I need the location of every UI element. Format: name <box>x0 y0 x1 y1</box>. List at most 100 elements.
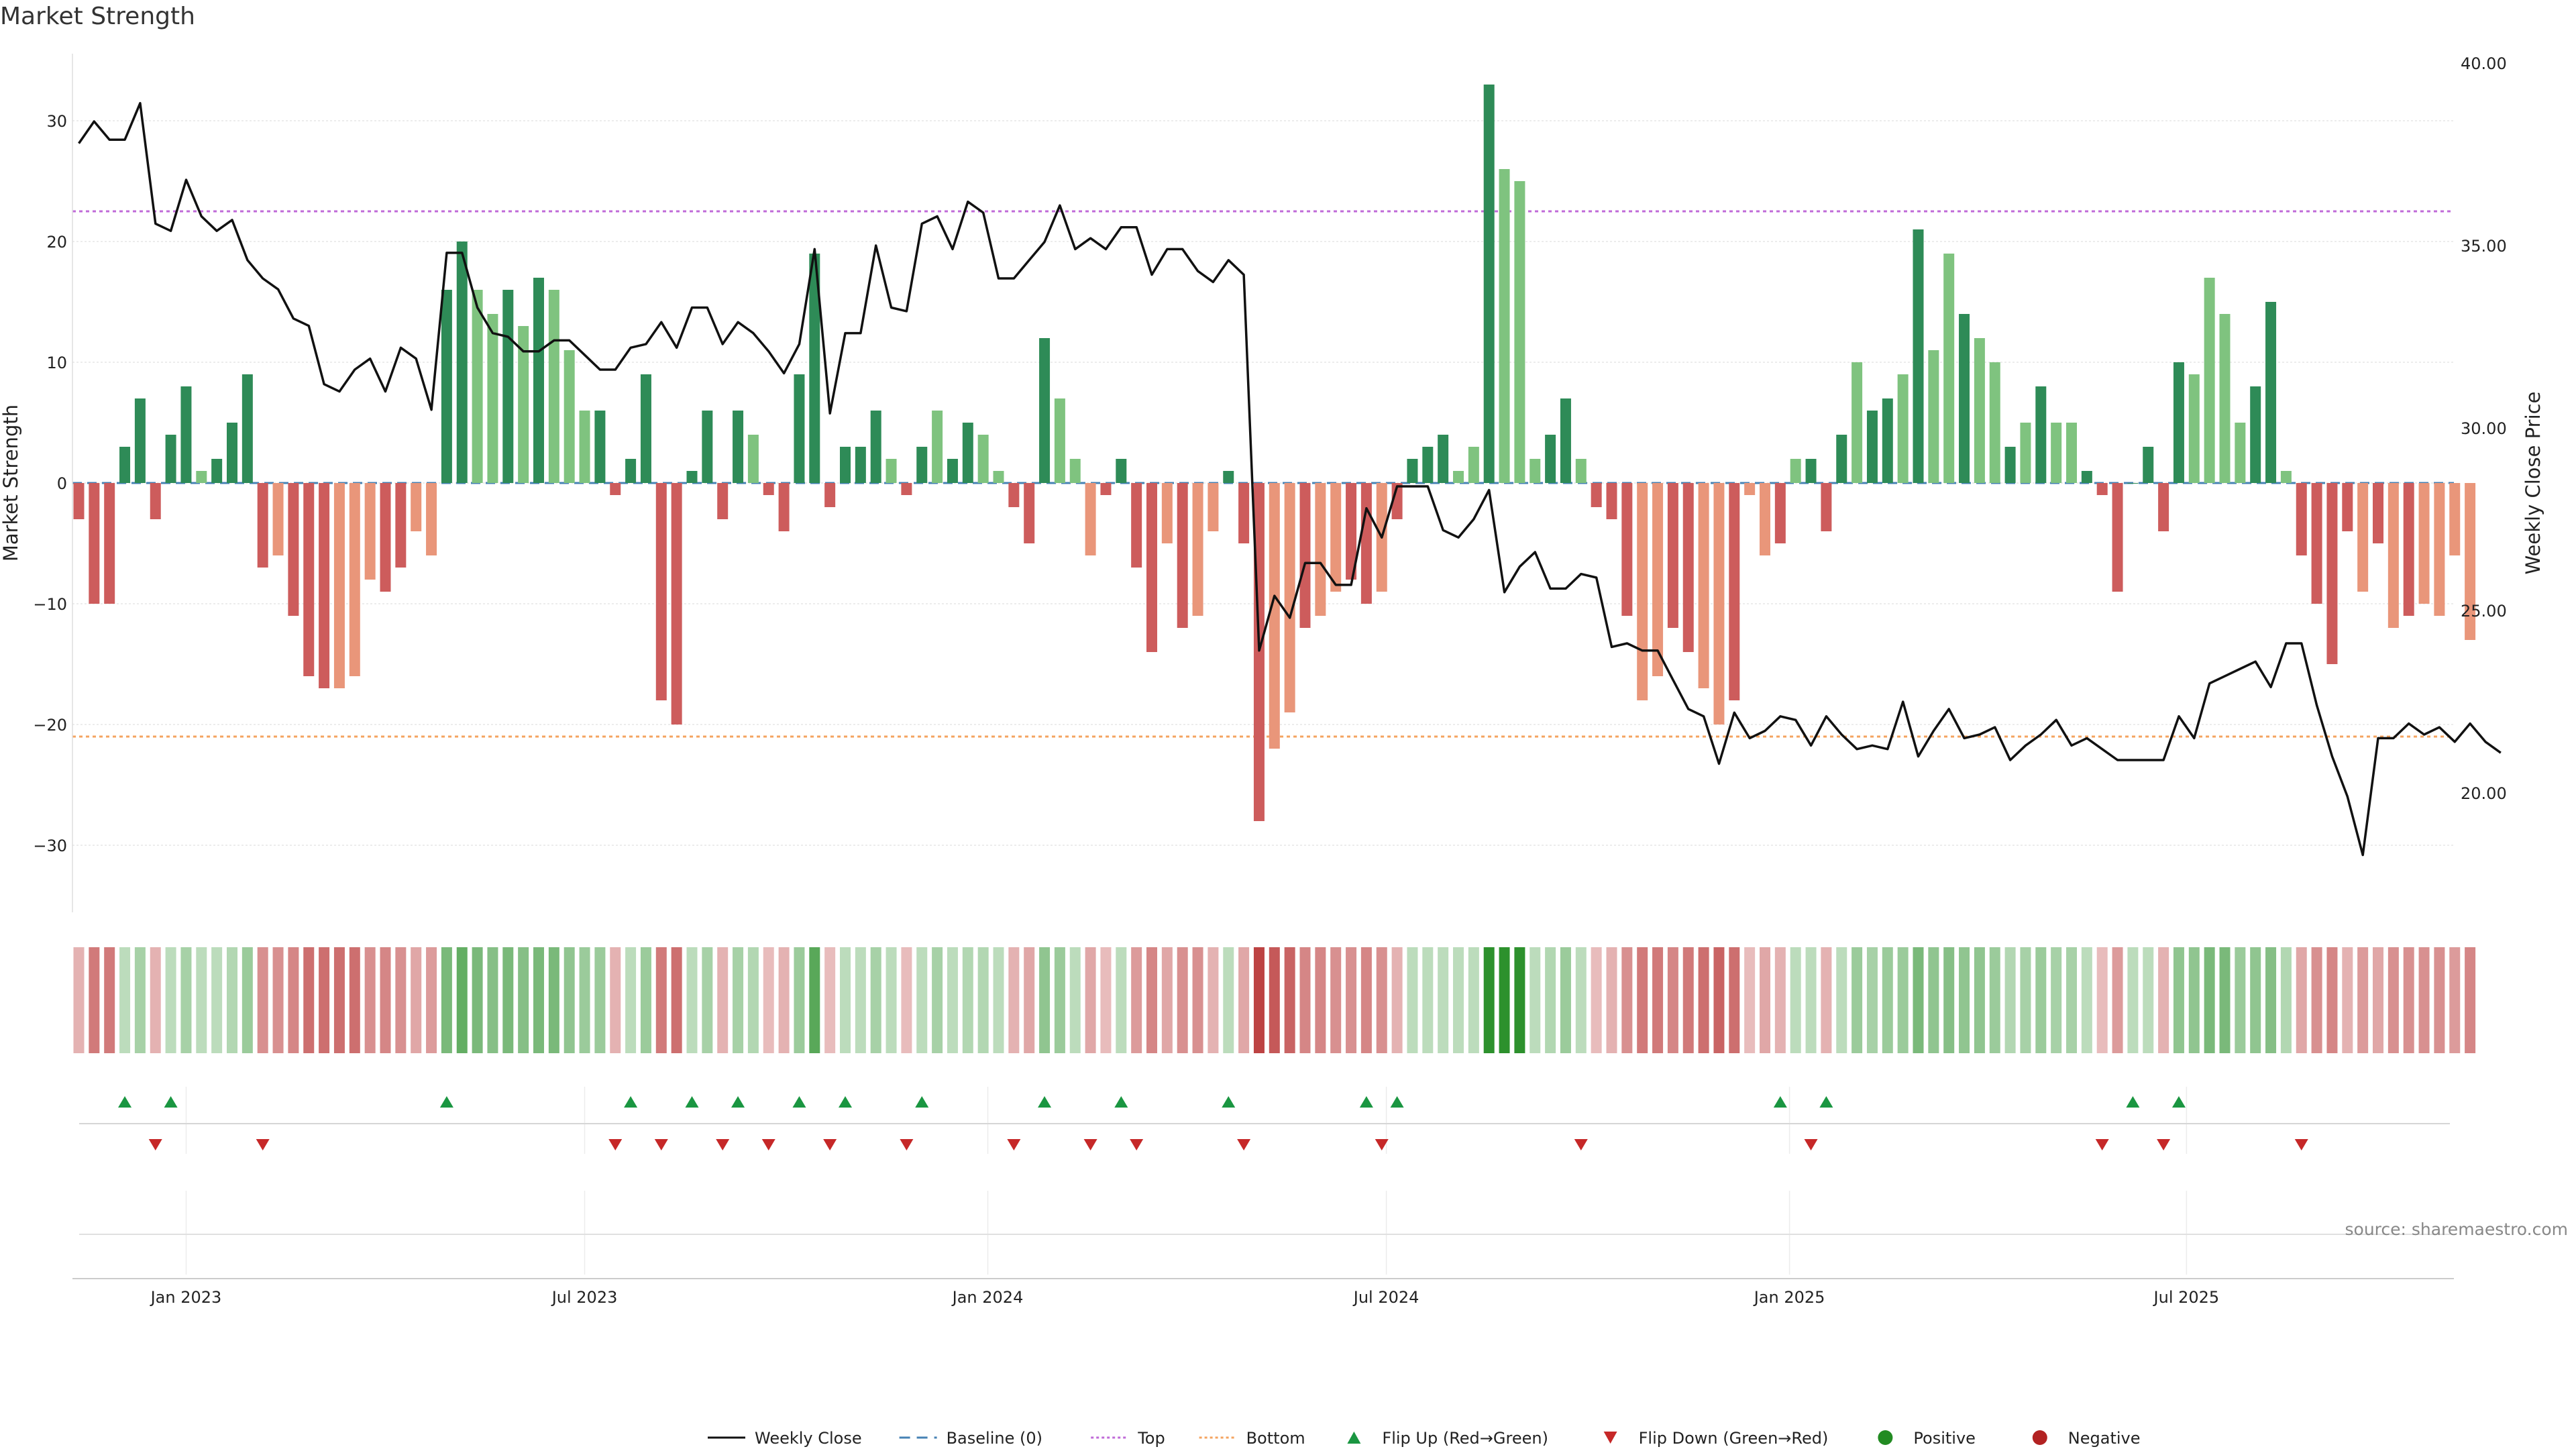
legend-negative-icon <box>2032 1430 2047 1445</box>
strength-bar <box>594 411 606 483</box>
strength-bar <box>104 483 115 604</box>
strength-bar <box>947 459 958 483</box>
heatmap-cell <box>870 947 881 1053</box>
y2-tick-label: 25.00 <box>2461 602 2507 621</box>
strength-bar <box>2204 278 2215 483</box>
heatmap-cell <box>1545 947 1556 1053</box>
strength-bar <box>1453 471 1464 483</box>
weekly-close-line-group <box>78 102 2502 857</box>
heatmap-cell <box>2342 947 2353 1053</box>
heatmap-cell <box>2265 947 2277 1053</box>
heatmap-cell <box>717 947 729 1053</box>
heatmap-cell <box>241 947 253 1053</box>
heatmap-cell <box>349 947 360 1053</box>
heatmap-cell <box>319 947 330 1053</box>
strength-bar <box>1698 483 1709 688</box>
heatmap-cell <box>2311 947 2322 1053</box>
heatmap-cell <box>2250 947 2261 1053</box>
strength-bar <box>395 483 407 568</box>
strength-bar <box>2449 483 2461 555</box>
strength-bar <box>1208 483 1219 531</box>
heatmap-cell <box>1790 947 1801 1053</box>
flip-down-marker <box>1083 1139 1097 1150</box>
flip-up-marker <box>1222 1096 1236 1108</box>
heatmap-cell <box>426 947 437 1053</box>
strength-bar <box>319 483 330 688</box>
heatmap-cell <box>1499 947 1510 1053</box>
strength-bar <box>1545 435 1556 483</box>
y-tick-label: 0 <box>57 474 67 493</box>
strength-bar <box>1805 459 1817 483</box>
heatmap-cell <box>2112 947 2123 1053</box>
heatmap-cell <box>855 947 866 1053</box>
heatmap-cell <box>1208 947 1219 1053</box>
heatmap-cell <box>2096 947 2108 1053</box>
strength-bar <box>2035 386 2047 483</box>
heatmap-cell <box>1866 947 1878 1053</box>
strength-bar <box>1024 483 1035 543</box>
strength-bar <box>2357 483 2369 592</box>
strength-bars <box>73 85 2476 821</box>
strength-bar <box>1760 483 1770 555</box>
strength-bar <box>2326 483 2338 664</box>
strength-bar <box>1360 483 1372 604</box>
heatmap-cell <box>1959 947 1970 1053</box>
strength-bar <box>625 459 637 483</box>
strength-bar <box>610 483 621 495</box>
heatmap-cell <box>518 947 529 1053</box>
strength-bar <box>2250 386 2261 483</box>
heatmap-cell <box>1299 947 1311 1053</box>
heatmap-cell <box>1468 947 1479 1053</box>
strength-bar <box>1882 398 1893 483</box>
y2-tick-label: 35.00 <box>2461 237 2507 256</box>
strength-bar <box>2342 483 2353 531</box>
heatmap-cell <box>548 947 559 1053</box>
heatmap-cell <box>1024 947 1035 1053</box>
flip-down-marker <box>1130 1139 1144 1150</box>
heatmap-cell <box>472 947 483 1053</box>
chart-title: Market Strength <box>0 3 195 30</box>
strength-bar <box>1851 362 1863 483</box>
heatmap-cell <box>1360 947 1372 1053</box>
strength-bar <box>533 278 544 483</box>
flip-up-marker <box>1390 1096 1404 1108</box>
x-tick-label: Jul 2024 <box>1352 1288 1419 1307</box>
heatmap-cell <box>380 947 391 1053</box>
heatmap-cell <box>1637 947 1648 1053</box>
strength-bar <box>2081 471 2092 483</box>
strength-bar <box>1606 483 1617 519</box>
strength-bar <box>1100 483 1112 495</box>
heatmap-cell <box>1407 947 1418 1053</box>
heatmap-cell <box>150 947 161 1053</box>
legend-flip-up-icon <box>1347 1432 1361 1444</box>
heatmap-cell <box>456 947 468 1053</box>
strength-bar <box>1560 398 1571 483</box>
strength-bar <box>1744 483 1756 495</box>
strength-bar <box>1591 483 1602 507</box>
strength-bar <box>1637 483 1648 700</box>
heatmap-cell <box>2204 947 2215 1053</box>
flip-up-marker <box>731 1096 745 1108</box>
strength-bar <box>1483 85 1495 483</box>
strength-bar <box>1116 459 1127 483</box>
heatmap-cell <box>671 947 682 1053</box>
strength-bar <box>640 374 651 483</box>
heatmap-cell <box>579 947 590 1053</box>
heatmap-cell <box>1161 947 1173 1053</box>
heatmap-cell <box>610 947 621 1053</box>
legend-flip-up-label: Flip Up (Red→Green) <box>1382 1429 1548 1448</box>
strength-bar <box>564 350 575 483</box>
heatmap-cell <box>2081 947 2092 1053</box>
strength-bar <box>380 483 391 592</box>
heatmap-cell <box>2326 947 2338 1053</box>
x-tick-label: Jan 2023 <box>150 1288 222 1307</box>
heatmap-cell <box>2004 947 2016 1053</box>
heatmap-cell <box>288 947 299 1053</box>
heatmap-cell <box>487 947 498 1053</box>
heatmap-cell <box>2066 947 2077 1053</box>
strength-bar <box>1943 254 1955 483</box>
heatmap-cell <box>1698 947 1709 1053</box>
heatmap-cell <box>104 947 115 1053</box>
heatmap-cell <box>1713 947 1725 1053</box>
